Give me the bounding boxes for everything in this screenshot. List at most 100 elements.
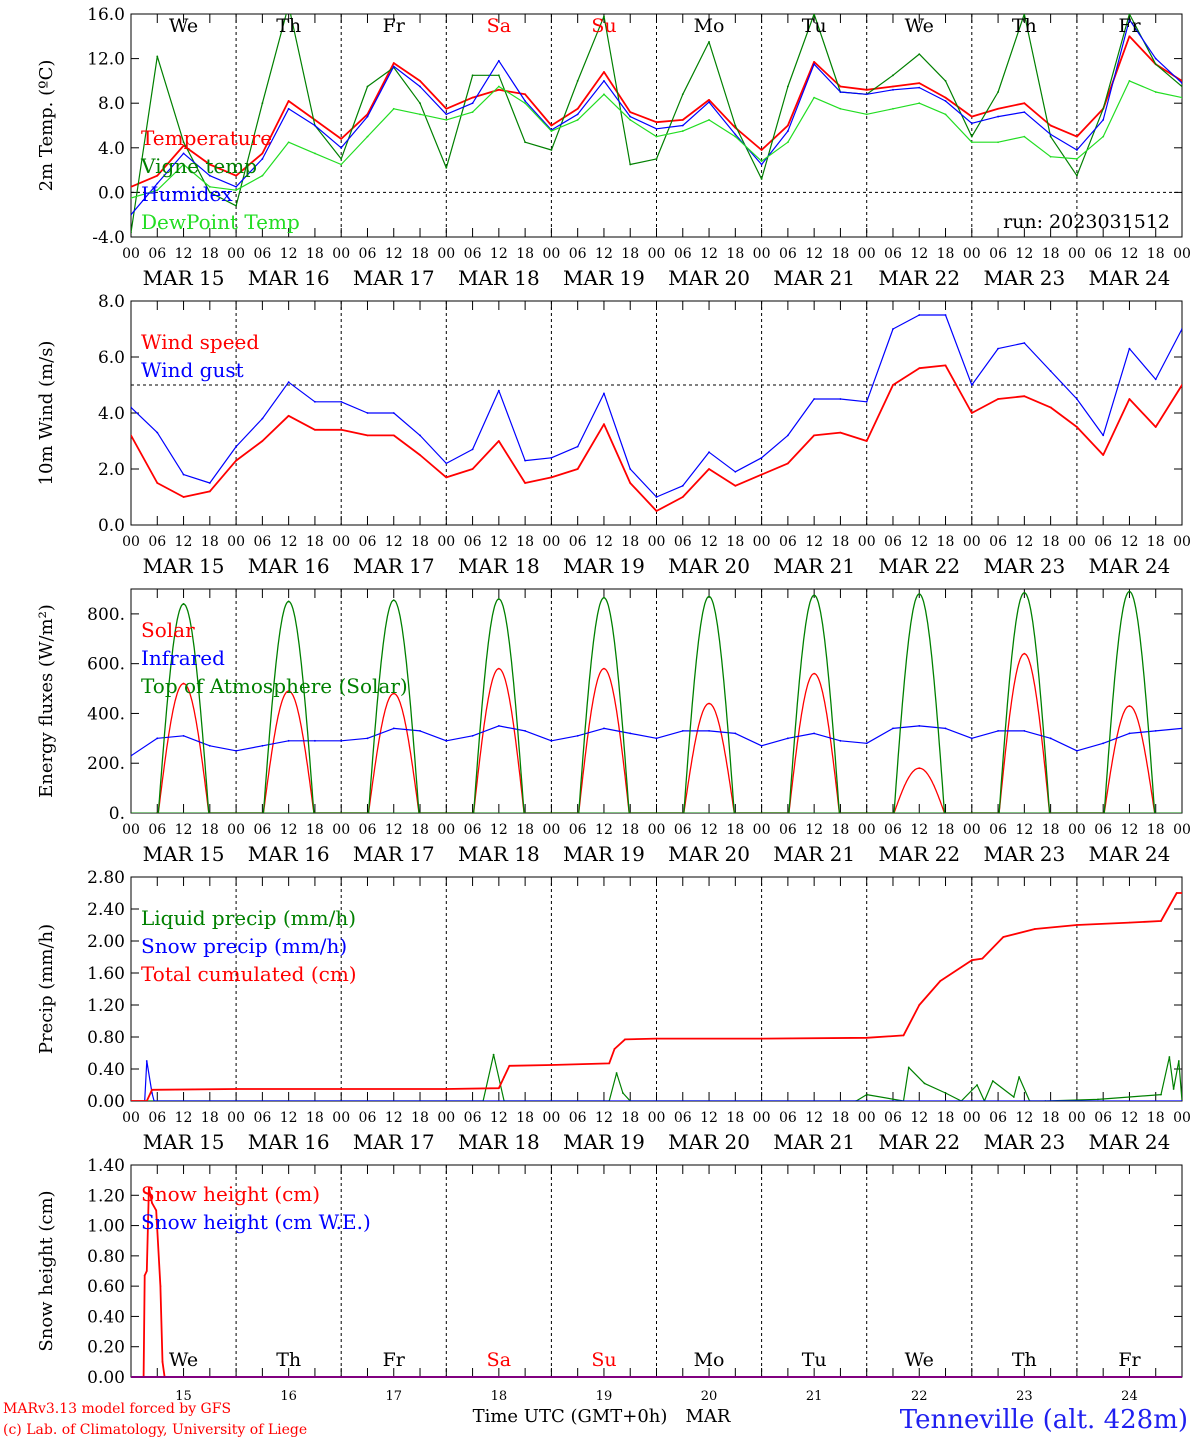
data-point — [892, 107, 894, 110]
weekday-label: Su — [591, 15, 616, 37]
x-hour-label: 12 — [385, 822, 403, 838]
x-hour-label: 12 — [805, 1110, 823, 1126]
x-hour-label: 00 — [1068, 246, 1086, 262]
x-hour-label: 00 — [858, 534, 876, 550]
data-point — [235, 1088, 238, 1090]
data-point — [786, 85, 789, 88]
x-hour-label: 12 — [490, 534, 508, 550]
data-point — [603, 15, 605, 18]
y-tick-label: 8.0 — [98, 94, 125, 114]
data-point — [629, 163, 632, 166]
y-tick-label: 0.60 — [87, 1277, 125, 1297]
legend-total-cumulated-cm: Total cumulated (cm) — [141, 962, 357, 986]
data-point — [1128, 590, 1131, 593]
data-point — [340, 146, 343, 149]
x-hour-label: 06 — [779, 1110, 797, 1126]
y-tick-label: 12.0 — [87, 50, 125, 70]
x-hour-label: 00 — [648, 246, 666, 262]
data-point — [419, 102, 421, 105]
data-point — [1128, 732, 1131, 735]
data-point — [131, 185, 132, 188]
x-hour-label: 18 — [1042, 822, 1060, 838]
data-point — [760, 744, 763, 747]
series-line-liquid-precip-mm-h — [131, 1053, 1182, 1101]
data-point — [1076, 158, 1078, 160]
data-point — [839, 398, 842, 400]
data-point — [576, 113, 579, 116]
x-date-label: MAR 18 — [458, 266, 540, 290]
data-point — [340, 739, 343, 742]
data-point — [760, 149, 763, 151]
data-point — [708, 98, 710, 101]
x-hour-label: 06 — [1094, 246, 1112, 262]
data-point — [907, 1066, 910, 1069]
data-point — [786, 737, 789, 740]
data-point — [497, 667, 500, 670]
data-point — [813, 14, 816, 15]
x-hour-label: 06 — [989, 246, 1007, 262]
weekday-label: Su — [591, 1349, 616, 1371]
data-point — [1128, 921, 1131, 924]
x-hour-label: 06 — [779, 534, 797, 550]
x-date-label: MAR 21 — [773, 842, 855, 866]
data-point — [655, 737, 658, 740]
data-point — [734, 133, 737, 136]
x-hour-label: 12 — [805, 534, 823, 550]
data-point — [997, 115, 999, 118]
data-point — [143, 1274, 146, 1277]
x-hour-label: 06 — [359, 822, 377, 838]
x-date-label: MAR 17 — [353, 554, 435, 578]
data-point — [760, 160, 763, 163]
x-hour-label: 00 — [858, 822, 876, 838]
data-point — [497, 389, 500, 392]
x-hour-label: 12 — [280, 534, 298, 550]
data-point — [392, 599, 395, 602]
data-point — [997, 347, 999, 350]
x-hour-label: 00 — [227, 534, 245, 550]
x-hour-label: 06 — [359, 534, 377, 550]
weekday-label: Mo — [694, 15, 725, 37]
data-point — [182, 473, 185, 476]
data-point — [1128, 18, 1131, 21]
data-point — [497, 88, 500, 91]
x-hour-label: 12 — [385, 534, 403, 550]
x-hour-label: 06 — [464, 534, 482, 550]
data-point — [944, 727, 947, 730]
data-point — [786, 462, 789, 465]
data-point — [1181, 384, 1182, 386]
x-hour-label: 18 — [201, 822, 219, 838]
data-point — [760, 1037, 763, 1040]
data-point — [603, 727, 605, 730]
data-point — [1154, 91, 1157, 93]
data-point — [1102, 119, 1105, 121]
y-tick-label: 1.20 — [87, 996, 125, 1016]
data-point — [1181, 82, 1182, 85]
y-tick-label: 4.0 — [98, 404, 125, 424]
data-point — [1128, 705, 1131, 707]
data-point — [445, 739, 448, 742]
data-point — [944, 113, 947, 116]
x-hour-label: 00 — [648, 822, 666, 838]
x-hour-label: 06 — [569, 534, 587, 550]
y-tick-label: 0.40 — [87, 1060, 125, 1080]
data-point — [419, 729, 421, 732]
x-date-label: MAR 22 — [878, 266, 960, 290]
x-hour-label: 12 — [1121, 822, 1139, 838]
x-hour-label: 18 — [1042, 246, 1060, 262]
data-point — [629, 115, 632, 118]
x-hour-label: 12 — [700, 822, 718, 838]
x-hour-label: 12 — [910, 822, 928, 838]
data-point — [261, 417, 264, 420]
x-hour-label: 12 — [700, 1110, 718, 1126]
x-hour-label: 06 — [253, 534, 271, 550]
data-point — [576, 107, 579, 110]
data-point — [314, 119, 316, 121]
data-point — [182, 734, 185, 737]
x-hour-label: 12 — [1121, 246, 1139, 262]
date-number-label: 18 — [491, 1389, 508, 1404]
data-point — [131, 754, 132, 757]
x-hour-label: 18 — [201, 534, 219, 550]
data-point — [1023, 395, 1026, 398]
x-date-label: MAR 18 — [458, 554, 540, 578]
data-point — [550, 739, 553, 742]
